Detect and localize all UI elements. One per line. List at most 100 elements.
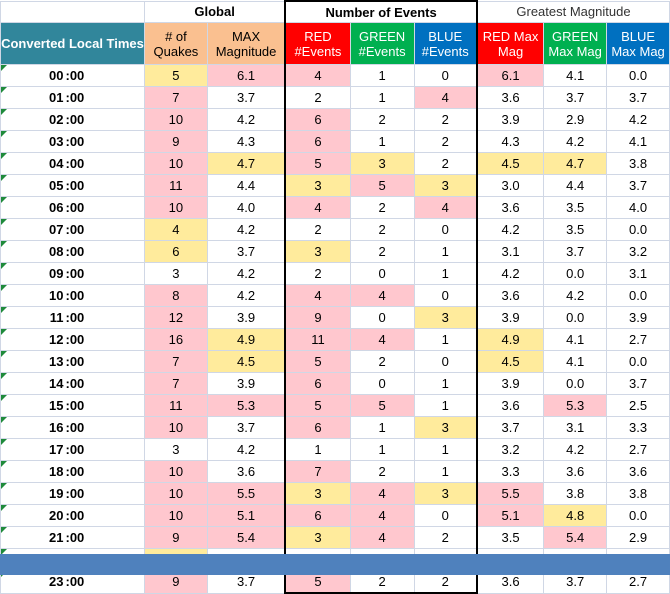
cell-red-mag[interactable]: 4.5 bbox=[476, 152, 545, 175]
cell-blue-mag[interactable]: 4.2 bbox=[606, 108, 670, 131]
cell-green-events[interactable]: 1 bbox=[349, 64, 415, 87]
cell-green-events[interactable]: 2 bbox=[349, 196, 415, 219]
cell-hour[interactable]: 12 bbox=[0, 328, 66, 351]
cell-max-magnitude[interactable]: 6.1 bbox=[206, 64, 286, 87]
cell-blue-events[interactable]: 3 bbox=[413, 416, 478, 439]
cell-minute[interactable]: :00 bbox=[65, 482, 145, 505]
cell-quakes[interactable]: 10 bbox=[143, 504, 208, 527]
cell-blue-events[interactable]: 0 bbox=[413, 504, 478, 527]
cell-quakes[interactable]: 10 bbox=[143, 416, 208, 439]
cell-hour[interactable]: 21 bbox=[0, 526, 66, 549]
cell-red-events[interactable]: 11 bbox=[284, 328, 351, 351]
cell-blue-events[interactable]: 1 bbox=[413, 372, 478, 395]
cell-green-events[interactable]: 3 bbox=[349, 152, 415, 175]
cell-blue-events[interactable]: 0 bbox=[413, 350, 478, 373]
cell-red-mag[interactable]: 3.9 bbox=[476, 108, 545, 131]
cell-red-mag[interactable]: 3.6 bbox=[476, 86, 545, 109]
cell-red-mag[interactable]: 5.1 bbox=[476, 504, 545, 527]
cell-minute[interactable]: :00 bbox=[65, 86, 145, 109]
cell-blue-events[interactable]: 2 bbox=[413, 108, 478, 131]
cell-max-magnitude[interactable]: 4.2 bbox=[206, 108, 286, 131]
cell-hour[interactable]: 20 bbox=[0, 504, 66, 527]
cell-red-events[interactable]: 2 bbox=[284, 218, 351, 241]
cell-minute[interactable]: :00 bbox=[65, 174, 145, 197]
cell-minute[interactable]: :00 bbox=[65, 526, 145, 549]
cell-green-events[interactable]: 1 bbox=[349, 416, 415, 439]
cell-quakes[interactable]: 10 bbox=[143, 152, 208, 175]
cell-green-mag[interactable]: 4.1 bbox=[543, 64, 608, 87]
cell-blue-mag[interactable]: 0.0 bbox=[606, 218, 670, 241]
cell-green-mag[interactable]: 0.0 bbox=[543, 262, 608, 285]
cell-blue-mag[interactable]: 3.7 bbox=[606, 174, 670, 197]
cell-hour[interactable]: 03 bbox=[0, 130, 66, 153]
cell-max-magnitude[interactable]: 5.3 bbox=[206, 394, 286, 417]
cell-blue-events[interactable]: 0 bbox=[413, 218, 478, 241]
cell-minute[interactable]: :00 bbox=[65, 64, 145, 87]
cell-max-magnitude[interactable]: 4.0 bbox=[206, 196, 286, 219]
cell-red-events[interactable]: 6 bbox=[284, 372, 351, 395]
cell-green-mag[interactable]: 0.0 bbox=[543, 306, 608, 329]
cell-blue-events[interactable]: 2 bbox=[413, 152, 478, 175]
cell-red-mag[interactable]: 4.2 bbox=[476, 262, 545, 285]
cell-blue-events[interactable]: 3 bbox=[413, 482, 478, 505]
cell-minute[interactable]: :00 bbox=[65, 350, 145, 373]
cell-blue-mag[interactable]: 3.1 bbox=[606, 262, 670, 285]
cell-max-magnitude[interactable]: 4.7 bbox=[206, 152, 286, 175]
cell-hour[interactable]: 05 bbox=[0, 174, 66, 197]
cell-red-mag[interactable]: 3.5 bbox=[476, 526, 545, 549]
cell-hour[interactable]: 17 bbox=[0, 438, 66, 461]
cell-red-mag[interactable]: 3.9 bbox=[476, 372, 545, 395]
cell-red-mag[interactable]: 4.9 bbox=[476, 328, 545, 351]
cell-max-magnitude[interactable]: 4.5 bbox=[206, 350, 286, 373]
cell-green-events[interactable]: 4 bbox=[349, 284, 415, 307]
cell-red-events[interactable]: 3 bbox=[284, 174, 351, 197]
cell-red-events[interactable]: 3 bbox=[284, 482, 351, 505]
cell-minute[interactable]: :00 bbox=[65, 130, 145, 153]
cell-hour[interactable]: 04 bbox=[0, 152, 66, 175]
cell-red-mag[interactable]: 4.2 bbox=[476, 218, 545, 241]
cell-hour[interactable]: 06 bbox=[0, 196, 66, 219]
cell-blue-mag[interactable]: 3.2 bbox=[606, 240, 670, 263]
cell-max-magnitude[interactable]: 3.6 bbox=[206, 460, 286, 483]
cell-blue-mag[interactable]: 2.7 bbox=[606, 438, 670, 461]
cell-minute[interactable]: :00 bbox=[65, 240, 145, 263]
cell-blue-mag[interactable]: 2.9 bbox=[606, 526, 670, 549]
cell-green-mag[interactable]: 4.1 bbox=[543, 328, 608, 351]
cell-max-magnitude[interactable]: 5.1 bbox=[206, 504, 286, 527]
cell-hour[interactable]: 11 bbox=[0, 306, 66, 329]
cell-blue-mag[interactable]: 3.7 bbox=[606, 86, 670, 109]
cell-blue-mag[interactable]: 0.0 bbox=[606, 504, 670, 527]
cell-minute[interactable]: :00 bbox=[65, 394, 145, 417]
cell-max-magnitude[interactable]: 3.9 bbox=[206, 306, 286, 329]
cell-green-events[interactable]: 4 bbox=[349, 504, 415, 527]
cell-green-events[interactable]: 2 bbox=[349, 350, 415, 373]
cell-minute[interactable]: :00 bbox=[65, 284, 145, 307]
cell-red-events[interactable]: 6 bbox=[284, 108, 351, 131]
cell-red-mag[interactable]: 3.6 bbox=[476, 394, 545, 417]
cell-green-mag[interactable]: 5.3 bbox=[543, 394, 608, 417]
cell-red-mag[interactable]: 3.2 bbox=[476, 438, 545, 461]
cell-hour[interactable]: 01 bbox=[0, 86, 66, 109]
cell-minute[interactable]: :00 bbox=[65, 416, 145, 439]
cell-green-mag[interactable]: 0.0 bbox=[543, 372, 608, 395]
cell-green-mag[interactable]: 3.7 bbox=[543, 240, 608, 263]
cell-blue-events[interactable]: 1 bbox=[413, 240, 478, 263]
cell-blue-mag[interactable]: 3.6 bbox=[606, 460, 670, 483]
cell-quakes[interactable]: 9 bbox=[143, 130, 208, 153]
cell-green-events[interactable]: 0 bbox=[349, 372, 415, 395]
cell-green-events[interactable]: 1 bbox=[349, 86, 415, 109]
cell-blue-events[interactable]: 1 bbox=[413, 262, 478, 285]
cell-green-mag[interactable]: 4.2 bbox=[543, 130, 608, 153]
cell-blue-events[interactable]: 3 bbox=[413, 174, 478, 197]
cell-green-events[interactable]: 4 bbox=[349, 482, 415, 505]
cell-green-events[interactable]: 1 bbox=[349, 130, 415, 153]
cell-green-mag[interactable]: 5.4 bbox=[543, 526, 608, 549]
cell-max-magnitude[interactable]: 4.3 bbox=[206, 130, 286, 153]
cell-red-events[interactable]: 1 bbox=[284, 438, 351, 461]
cell-blue-events[interactable]: 1 bbox=[413, 438, 478, 461]
cell-red-events[interactable]: 5 bbox=[284, 350, 351, 373]
cell-red-mag[interactable]: 5.5 bbox=[476, 482, 545, 505]
cell-green-events[interactable]: 2 bbox=[349, 218, 415, 241]
cell-quakes[interactable]: 4 bbox=[143, 218, 208, 241]
cell-red-events[interactable]: 3 bbox=[284, 240, 351, 263]
